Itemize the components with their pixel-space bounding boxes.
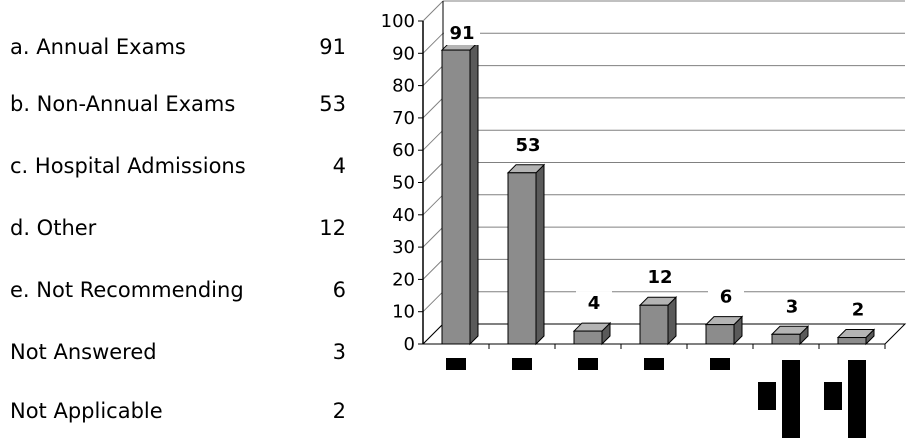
bar — [573, 330, 603, 345]
gridline-side — [422, 129, 444, 151]
y-tick-label: 80 — [392, 76, 415, 97]
legend-label: e. Not Recommending — [10, 278, 244, 302]
bar — [771, 333, 801, 345]
y-tick-label: 50 — [392, 173, 415, 194]
gridline-side — [422, 226, 444, 248]
legend-row-non-annual-exams: b. Non-Annual Exams 53 — [10, 89, 350, 119]
y-tick-label: 70 — [392, 108, 415, 129]
data-label: 6 — [720, 287, 733, 308]
x-label-redacted — [446, 358, 466, 370]
data-label: 3 — [786, 296, 799, 317]
x-label-redacted — [824, 382, 842, 410]
bar — [837, 337, 867, 345]
chart-legend-table: a. Annual Exams 91 b. Non-Annual Exams 5… — [0, 0, 360, 438]
x-label-redacted — [644, 358, 664, 370]
legend-value: 4 — [332, 154, 346, 178]
bar-side — [469, 40, 479, 346]
bar — [639, 304, 669, 345]
data-label-bg — [510, 132, 546, 157]
legend-value: 91 — [319, 35, 346, 59]
legend-value: 2 — [332, 399, 346, 423]
gridline-side — [422, 97, 444, 119]
data-label: 91 — [449, 23, 474, 44]
y-tick-label: 20 — [392, 269, 415, 290]
x-label-redacted — [848, 360, 866, 438]
legend-label: d. Other — [10, 216, 97, 240]
legend-label: b. Non-Annual Exams — [10, 92, 236, 116]
data-label-bg — [576, 291, 612, 316]
legend-row-other: d. Other 12 — [10, 213, 350, 243]
legend-row-not-applicable: Not Applicable 2 — [10, 396, 350, 426]
gridline-side — [422, 65, 444, 86]
y-tick-label: 100 — [381, 11, 415, 32]
legend-row-not-answered: Not Answered 3 — [10, 337, 350, 367]
y-tick-label: 60 — [392, 140, 415, 161]
data-label-bg — [840, 297, 876, 322]
data-label: 2 — [852, 300, 865, 321]
x-label-redacted — [710, 358, 730, 370]
data-label-bg — [642, 265, 678, 290]
y-tick-label: 10 — [392, 302, 415, 323]
gridline-side — [422, 291, 444, 313]
bar — [441, 49, 471, 345]
legend-value: 53 — [319, 92, 346, 116]
bar — [507, 172, 537, 345]
legend-row-not-recommending: e. Not Recommending 6 — [10, 275, 350, 305]
y-tick-label: 90 — [392, 43, 415, 64]
x-label-redacted — [578, 358, 598, 370]
legend-label: Not Applicable — [10, 399, 163, 423]
gridline-side — [422, 32, 444, 54]
gridline-side — [422, 162, 444, 183]
x-label-redacted — [782, 360, 800, 438]
legend-value: 12 — [319, 216, 346, 240]
legend-row-hospital-admissions: c. Hospital Admissions 4 — [10, 151, 350, 181]
legend-label: Not Answered — [10, 340, 157, 364]
y-tick-label: 40 — [392, 205, 415, 226]
legend-row-annual-exams: a. Annual Exams 91 — [10, 32, 350, 62]
legend-label: a. Annual Exams — [10, 35, 186, 59]
legend-label: c. Hospital Admissions — [10, 154, 246, 178]
data-label-bg — [708, 284, 744, 309]
data-label: 53 — [515, 135, 540, 156]
legend-value: 3 — [332, 340, 346, 364]
bar — [705, 324, 735, 345]
data-label: 4 — [588, 293, 601, 314]
gridline-side — [422, 0, 444, 22]
gridline-side — [422, 259, 444, 280]
gridline-side — [422, 194, 444, 216]
y-tick-label: 30 — [392, 237, 415, 258]
y-tick-label: 0 — [404, 334, 415, 355]
x-label-redacted — [758, 382, 776, 410]
data-label-bg — [774, 294, 810, 319]
data-label-bg — [444, 21, 480, 45]
legend-value: 6 — [332, 278, 346, 302]
data-label: 12 — [647, 267, 672, 288]
x-label-redacted — [512, 358, 532, 370]
bar-side — [535, 163, 545, 346]
